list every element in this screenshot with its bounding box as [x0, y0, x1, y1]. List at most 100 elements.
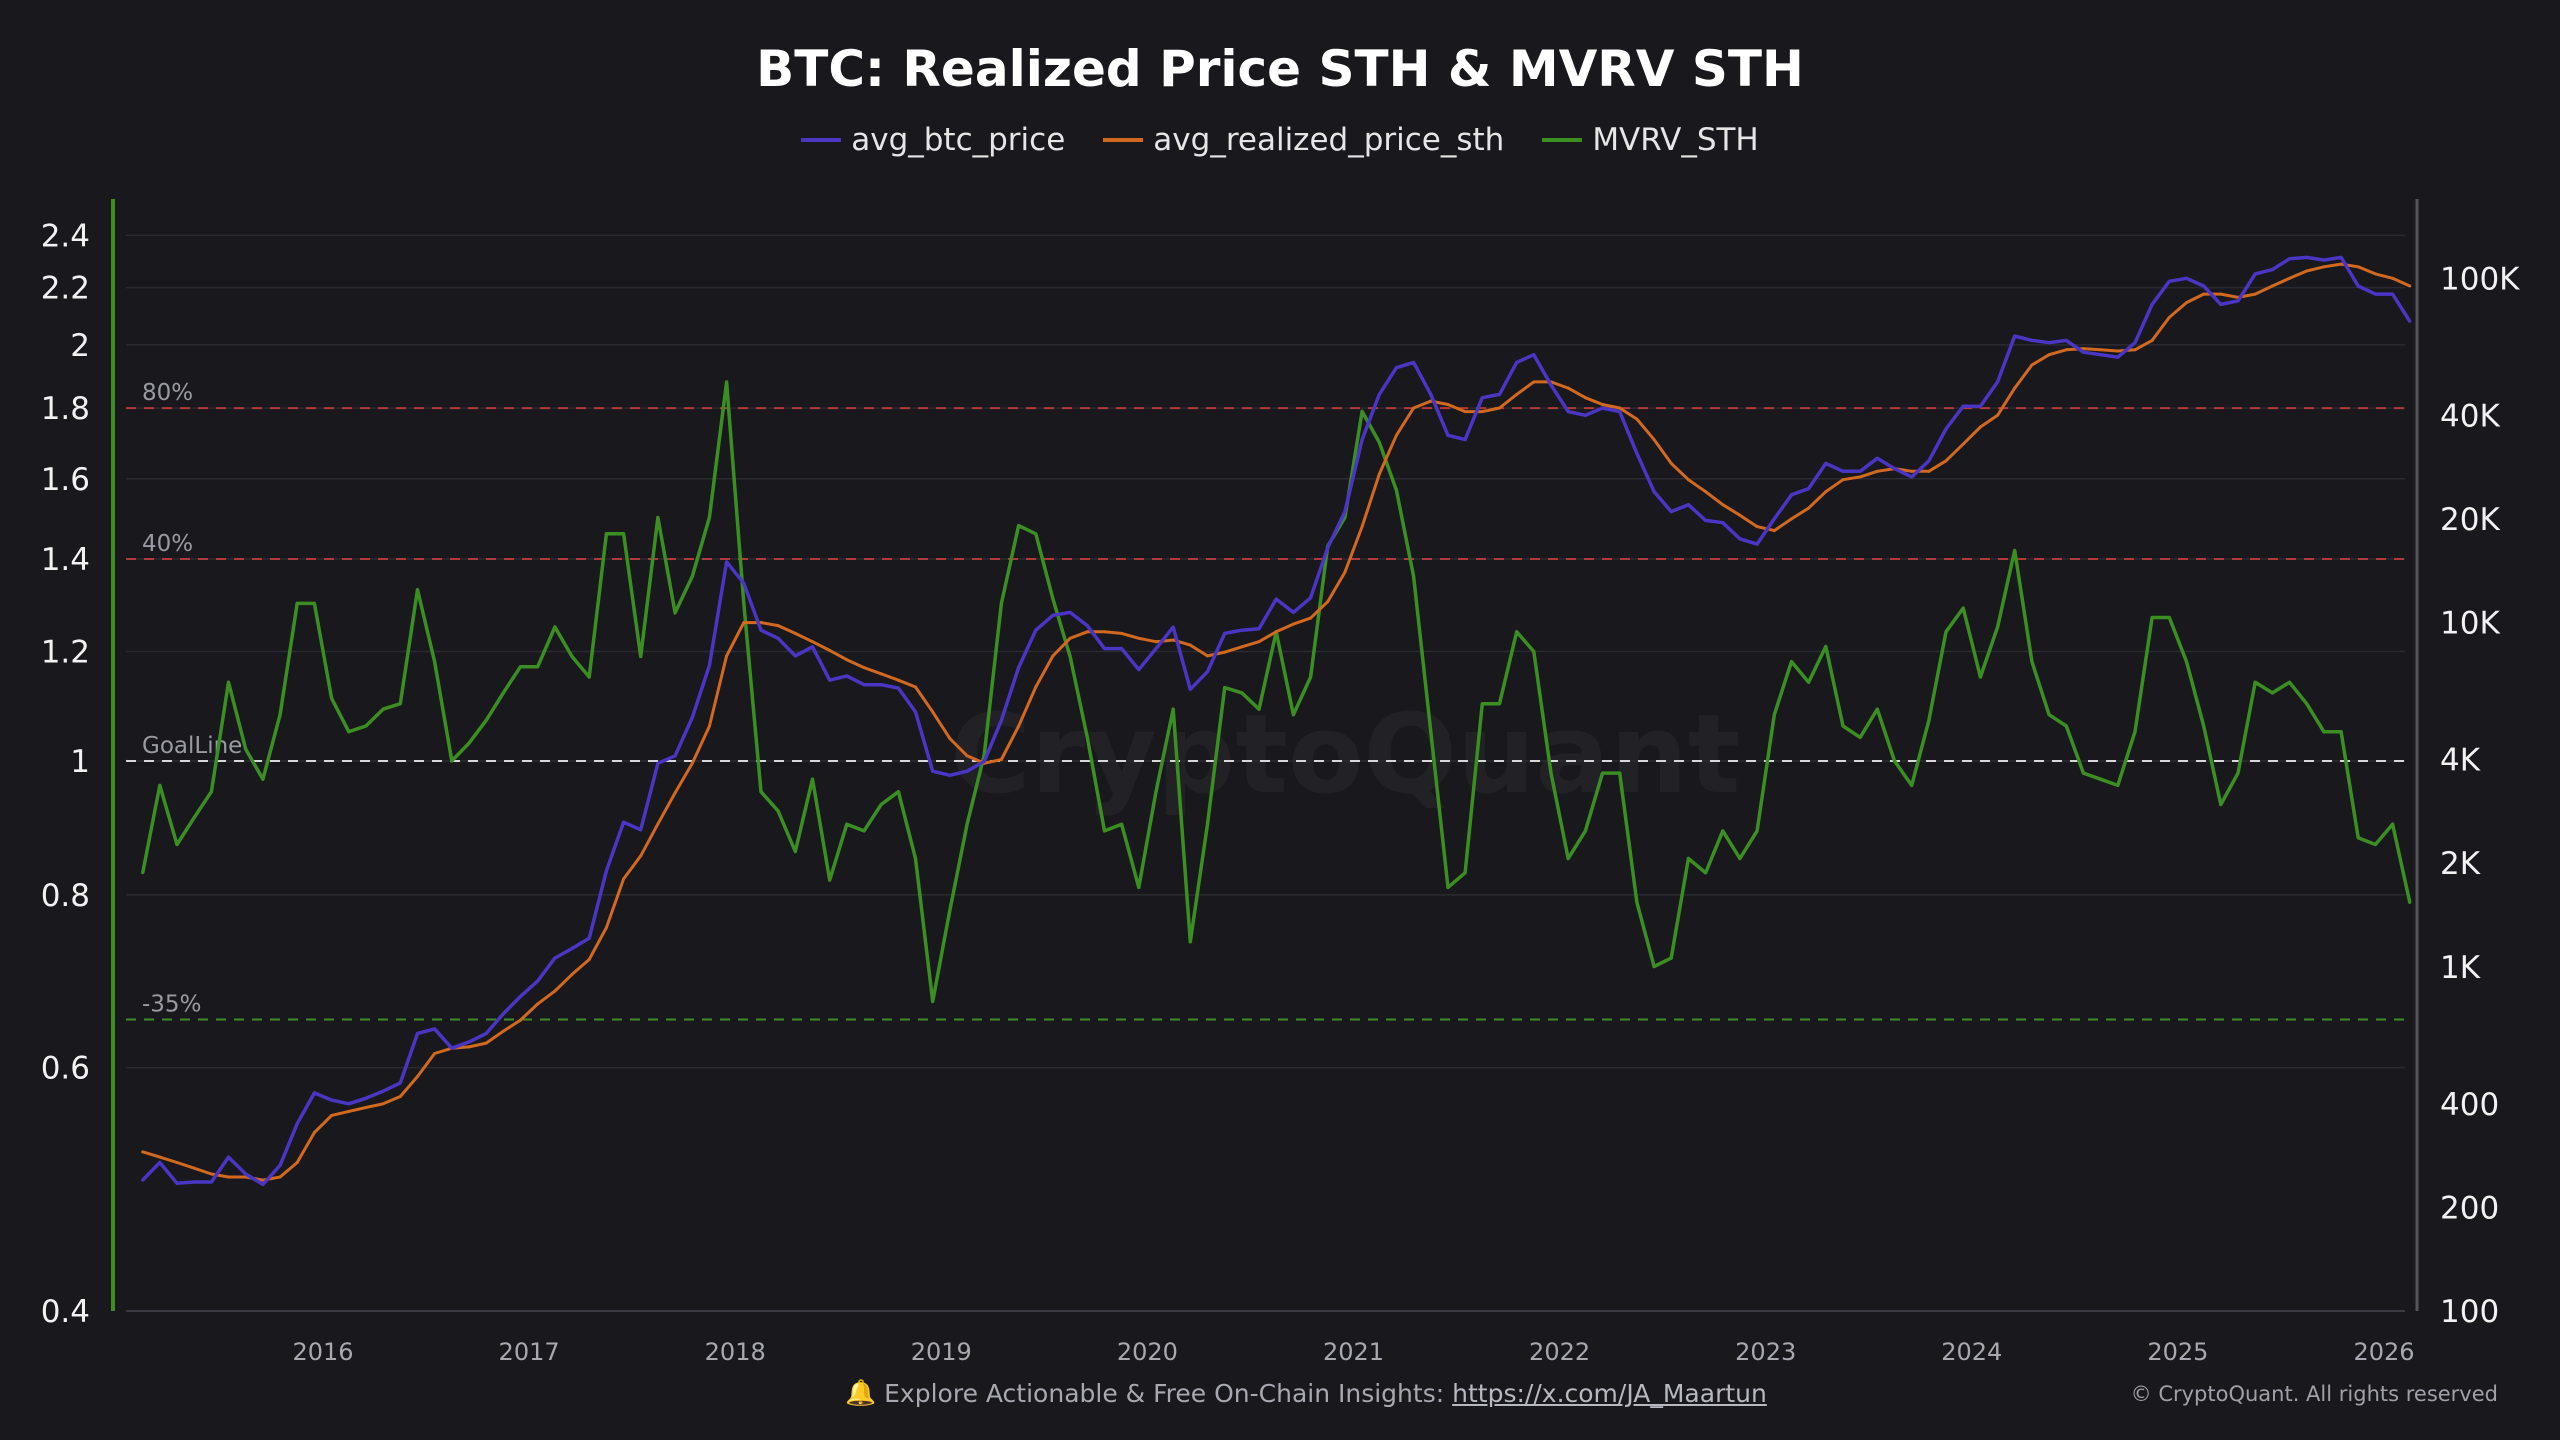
data-point-avg_realized_price_sth — [347, 1109, 351, 1113]
data-point-avg_btc_price — [1446, 433, 1450, 437]
data-point-avg_realized_price_sth — [1257, 640, 1261, 644]
data-point-MVRV_STH — [1978, 675, 1982, 679]
data-point-avg_btc_price — [1051, 613, 1055, 617]
data-point-avg_realized_price_sth — [810, 640, 814, 644]
data-point-avg_btc_price — [982, 759, 986, 763]
data-point-avg_realized_price_sth — [914, 685, 918, 689]
data-point-avg_realized_price_sth — [1377, 472, 1381, 476]
data-point-MVRV_STH — [2236, 771, 2240, 775]
data-point-MVRV_STH — [2167, 615, 2171, 619]
data-point-MVRV_STH — [1257, 707, 1261, 711]
data-point-avg_btc_price — [1583, 413, 1587, 417]
data-point-avg_realized_price_sth — [501, 1029, 505, 1033]
data-point-avg_realized_price_sth — [1772, 529, 1776, 533]
legend-item-realized-price[interactable]: avg_realized_price_sth — [1103, 122, 1504, 158]
data-point-MVRV_STH — [2408, 900, 2412, 904]
data-point-MVRV_STH — [656, 516, 660, 520]
legend-item-btc-price[interactable]: avg_btc_price — [801, 122, 1065, 158]
data-point-avg_realized_price_sth — [2202, 292, 2206, 296]
data-point-avg_btc_price — [1566, 410, 1570, 414]
data-point-MVRV_STH — [965, 822, 969, 826]
data-point-avg_btc_price — [1807, 487, 1811, 491]
data-point-avg_realized_price_sth — [467, 1045, 471, 1049]
data-point-avg_btc_price — [347, 1102, 351, 1106]
data-point-avg_realized_price_sth — [2408, 284, 2412, 288]
data-point-MVRV_STH — [175, 843, 179, 847]
data-point-MVRV_STH — [519, 665, 523, 669]
data-point-avg_btc_price — [999, 718, 1003, 722]
data-point-avg_btc_price — [2322, 258, 2326, 262]
data-point-avg_btc_price — [519, 994, 523, 998]
data-point-avg_realized_price_sth — [2373, 272, 2377, 276]
data-point-avg_btc_price — [1652, 490, 1656, 494]
x-axis-tick-label: 2018 — [705, 1338, 766, 1366]
data-point-avg_realized_price_sth — [707, 724, 711, 728]
data-point-MVRV_STH — [364, 724, 368, 728]
data-point-avg_btc_price — [1961, 404, 1965, 408]
left-axis-tick-label: 0.8 — [41, 878, 90, 914]
data-point-MVRV_STH — [896, 790, 900, 794]
data-point-MVRV_STH — [1996, 625, 2000, 629]
data-point-MVRV_STH — [501, 691, 505, 695]
data-point-avg_realized_price_sth — [415, 1075, 419, 1078]
data-point-avg_btc_price — [1377, 392, 1381, 396]
x-axis-tick-label: 2026 — [2353, 1338, 2414, 1366]
data-point-avg_btc_price — [1738, 537, 1742, 541]
data-point-MVRV_STH — [2202, 724, 2206, 728]
data-point-MVRV_STH — [1910, 783, 1914, 787]
data-point-avg_btc_price — [2270, 268, 2274, 272]
data-point-MVRV_STH — [1841, 724, 1845, 728]
data-point-avg_btc_price — [1017, 666, 1021, 670]
legend-swatch — [1542, 138, 1583, 142]
data-point-MVRV_STH — [690, 574, 694, 578]
data-point-MVRV_STH — [2047, 713, 2051, 717]
x-axis-tick-label: 2019 — [911, 1338, 972, 1366]
data-point-avg_btc_price — [278, 1163, 282, 1167]
data-point-avg_btc_price — [862, 683, 866, 687]
data-point-avg_btc_price — [879, 683, 883, 687]
data-point-avg_btc_price — [1824, 461, 1828, 465]
data-point-avg_btc_price — [227, 1155, 231, 1159]
data-point-MVRV_STH — [1480, 702, 1484, 706]
data-point-avg_realized_price_sth — [1875, 469, 1879, 473]
right-axis-tick-label: 4K — [2440, 743, 2481, 779]
legend-item-mvrv[interactable]: MVRV_STH — [1542, 122, 1759, 158]
data-point-avg_btc_price — [2081, 350, 2085, 354]
reference-line-label: -35% — [142, 992, 201, 1018]
footer-link[interactable]: https://x.com/JA_Maartun — [1452, 1378, 1767, 1408]
data-point-avg_realized_price_sth — [1154, 640, 1158, 644]
data-point-avg_btc_price — [141, 1178, 145, 1182]
data-point-MVRV_STH — [484, 718, 488, 722]
data-point-avg_realized_price_sth — [330, 1113, 334, 1117]
data-point-avg_btc_price — [1326, 546, 1330, 550]
data-point-avg_realized_price_sth — [862, 666, 866, 670]
data-point-avg_btc_price — [175, 1181, 179, 1185]
data-point-avg_realized_price_sth — [433, 1051, 437, 1055]
data-point-MVRV_STH — [1120, 822, 1124, 826]
data-point-MVRV_STH — [1394, 488, 1398, 492]
data-point-MVRV_STH — [1102, 829, 1106, 833]
data-point-avg_btc_price — [759, 628, 763, 632]
data-point-avg_realized_price_sth — [1360, 525, 1364, 529]
data-point-avg_btc_price — [707, 664, 711, 668]
data-point-avg_realized_price_sth — [398, 1094, 402, 1098]
data-point-MVRV_STH — [948, 908, 952, 912]
data-point-MVRV_STH — [1429, 730, 1433, 734]
data-point-avg_btc_price — [484, 1031, 488, 1035]
right-axis-tick-label: 10K — [2440, 606, 2500, 642]
data-point-MVRV_STH — [2184, 660, 2188, 664]
data-point-MVRV_STH — [347, 730, 351, 734]
data-point-avg_btc_price — [1669, 510, 1673, 514]
data-point-avg_realized_price_sth — [1291, 622, 1295, 626]
data-point-avg_btc_price — [1274, 597, 1278, 601]
data-point-MVRV_STH — [1601, 771, 1605, 775]
data-point-MVRV_STH — [1206, 822, 1210, 826]
data-point-avg_realized_price_sth — [1858, 475, 1862, 479]
data-point-avg_realized_price_sth — [1824, 490, 1828, 494]
data-point-MVRV_STH — [2133, 730, 2137, 734]
data-point-MVRV_STH — [1463, 871, 1467, 875]
data-point-MVRV_STH — [1772, 713, 1776, 717]
data-point-MVRV_STH — [381, 707, 385, 711]
data-point-avg_realized_price_sth — [1721, 503, 1725, 507]
data-point-avg_realized_price_sth — [1807, 506, 1811, 510]
